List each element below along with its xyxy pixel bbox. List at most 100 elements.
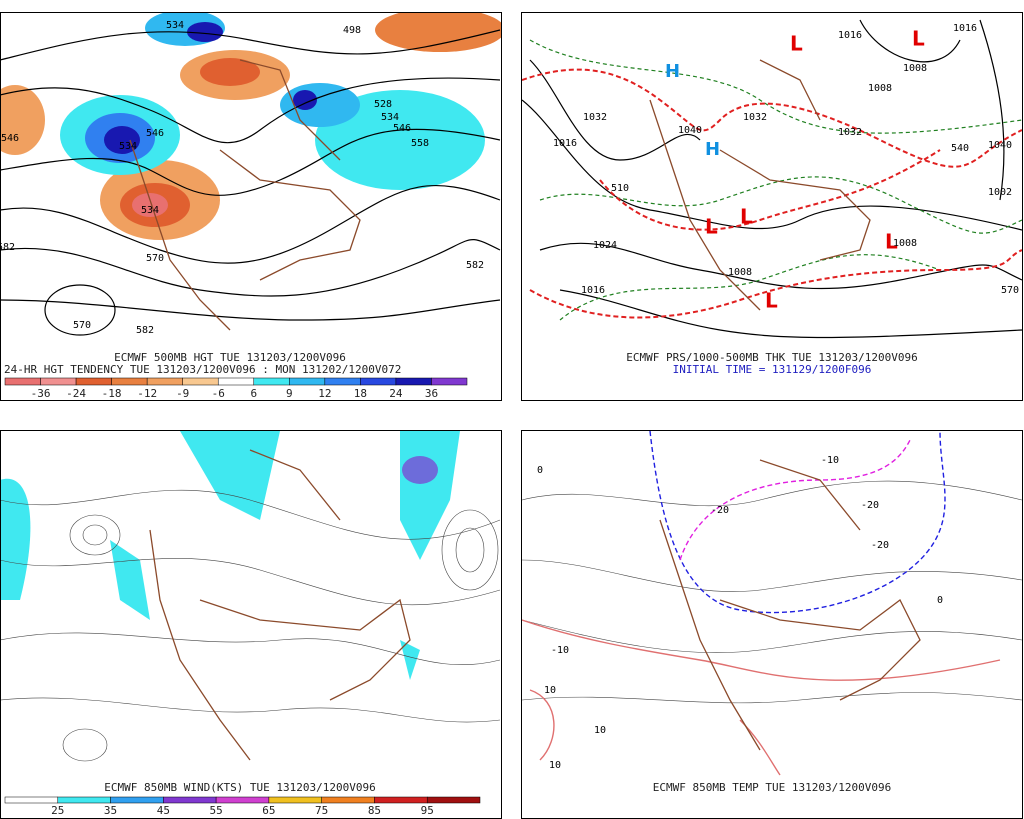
contour-label: -10	[551, 645, 569, 656]
colorbar-label: 9	[286, 387, 293, 400]
contour-label: -20	[711, 505, 729, 516]
colorbar-label: 36	[425, 387, 438, 400]
contour-label: -20	[861, 500, 879, 511]
contour-label: 582	[466, 260, 484, 271]
colorbar-label: -18	[102, 387, 122, 400]
contour-label: 534	[119, 141, 137, 152]
contour-label: 528	[374, 99, 392, 110]
contour-label: 534	[381, 112, 399, 123]
contour-label: 546	[146, 128, 164, 139]
contour-label: 1002	[988, 187, 1012, 198]
contour-label: 498	[343, 25, 361, 36]
colorbar-label: 95	[421, 804, 434, 817]
contour-label: 546	[1, 133, 19, 144]
colorbar-swatch	[321, 796, 375, 804]
contour-label: 0	[937, 595, 943, 606]
panel-title: ECMWF 500MB HGT TUE 131203/1200V096	[114, 351, 346, 364]
contour-label: 534	[166, 20, 184, 31]
colorbar-label: -9	[176, 387, 189, 400]
height-map	[1, 13, 501, 336]
colorbar-label: 45	[157, 804, 170, 817]
contour-label: 1008	[893, 238, 917, 249]
contour-label: 10	[594, 725, 606, 736]
colorbar-swatch	[426, 796, 481, 804]
colorbar-swatch	[146, 377, 183, 386]
colorbar-swatch	[289, 377, 326, 386]
colorbar-swatch	[324, 377, 361, 386]
contour-label: 534	[141, 205, 159, 216]
colorbar-swatch	[215, 796, 270, 804]
contour-label: 570	[1001, 285, 1019, 296]
contour-label: 1032	[838, 127, 862, 138]
colorbar-label: 12	[318, 387, 331, 400]
colorbar-label: -36	[31, 387, 51, 400]
colorbar-label: -24	[66, 387, 86, 400]
contour-label: 10	[544, 685, 556, 696]
colorbar-swatch	[110, 796, 164, 804]
contour-label: 1016	[838, 30, 862, 41]
contour-label: 1032	[583, 112, 607, 123]
contour-label: -10	[821, 455, 839, 466]
pressure-map: L L L L L L H H	[522, 19, 1022, 339]
contour-label: 1040	[988, 140, 1012, 151]
contour-label: 1008	[868, 83, 892, 94]
colorbar-swatch	[360, 377, 397, 386]
contour-label: -20	[871, 540, 889, 551]
colorbar-label: 55	[209, 804, 222, 817]
contour-label: 582	[136, 325, 154, 336]
colorbar-label: 75	[315, 804, 328, 817]
contour-label: 558	[411, 138, 429, 149]
low-marker: L	[912, 27, 925, 51]
high-marker: H	[705, 139, 720, 160]
high-marker: H	[665, 61, 680, 82]
panel-frame	[521, 430, 1023, 819]
low-marker: L	[790, 32, 803, 56]
panel-title: ECMWF 850MB TEMP TUE 131203/1200V096	[653, 781, 891, 794]
contour-label: 1016	[953, 23, 977, 34]
low-marker: L	[740, 205, 753, 229]
contour-label: 1032	[743, 112, 767, 123]
contour-label: 1016	[553, 138, 577, 149]
colorbar-label: 25	[51, 804, 64, 817]
colorbar-label: 65	[262, 804, 275, 817]
colorbar-swatch	[217, 377, 255, 386]
contour-label: 0	[537, 465, 543, 476]
contour-label: 1024	[593, 240, 617, 251]
panel-subtitle: INITIAL TIME = 131129/1200F096	[673, 363, 872, 376]
colorbar-swatch	[57, 796, 111, 804]
colorbar-swatch	[75, 377, 112, 386]
contour-label: 540	[951, 143, 969, 154]
colorbar-swatch	[40, 377, 77, 386]
wind-map	[1, 431, 501, 762]
colorbar-swatch	[163, 796, 217, 804]
low-marker: L	[705, 215, 718, 239]
colorbar-label: -6	[212, 387, 225, 400]
colorbar-label: 6	[250, 387, 257, 400]
low-marker: L	[765, 289, 778, 313]
colorbar-label: 24	[389, 387, 403, 400]
colorbar-label: -12	[137, 387, 157, 400]
low-marker: L	[885, 230, 898, 254]
contour-label: 570	[146, 253, 164, 264]
colorbar-swatch	[395, 377, 432, 386]
contour-label: 1040	[678, 125, 702, 136]
contour-label: 546	[393, 123, 411, 134]
contour-label: 570	[73, 320, 91, 331]
contour-label: 10	[549, 760, 561, 771]
contour-label: 1008	[903, 63, 927, 74]
contour-label: 1016	[581, 285, 605, 296]
colorbar-swatch	[268, 796, 322, 804]
colorbar-swatch	[374, 796, 428, 804]
colorbar-swatch	[431, 377, 468, 386]
contour-label: 582	[0, 242, 15, 253]
colorbar-swatch	[4, 796, 59, 804]
colorbar-swatch	[111, 377, 148, 386]
colorbar-label: 18	[354, 387, 367, 400]
colorbar-label: 85	[368, 804, 381, 817]
panel-title: ECMWF 850MB WIND(KTS) TUE 131203/1200V09…	[104, 781, 376, 794]
temperature-map	[522, 431, 1022, 776]
colorbar-swatch	[253, 377, 290, 386]
contour-label: 1008	[728, 267, 752, 278]
panel-title: ECMWF PRS/1000-500MB THK TUE 131203/1200…	[626, 351, 917, 364]
